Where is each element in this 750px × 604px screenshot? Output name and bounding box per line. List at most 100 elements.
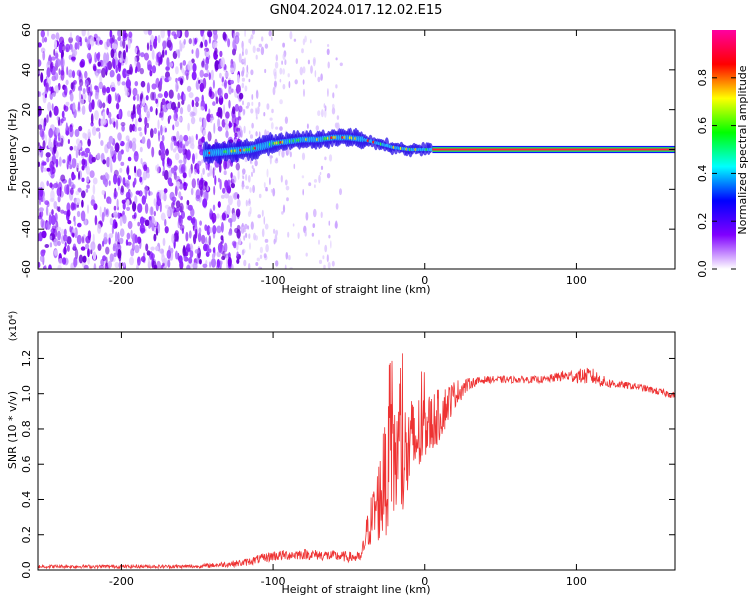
noise-speck [220, 235, 224, 241]
noise-speck [105, 246, 110, 255]
noise-speck [109, 30, 113, 38]
sparse-speck [261, 36, 264, 42]
noise-speck [221, 77, 224, 83]
noise-speck [109, 253, 114, 263]
sparse-speck [327, 88, 329, 97]
noise-speck [144, 203, 149, 214]
colorbar-tick-label: 0.8 [696, 69, 709, 87]
noise-speck [87, 257, 90, 265]
noise-speck [154, 35, 158, 43]
noise-speck [217, 177, 221, 183]
noise-speck [85, 166, 89, 171]
noise-speck [171, 101, 176, 111]
noise-speck [103, 232, 108, 240]
spectrogram-y-label: Frequency (Hz) [6, 109, 19, 192]
sparse-speck [242, 168, 246, 175]
noise-speck [183, 181, 186, 187]
noise-speck [53, 144, 57, 154]
sparse-speck [258, 43, 262, 48]
noise-speck [158, 189, 165, 200]
noise-speck [236, 241, 239, 251]
sparse-speck [243, 235, 246, 241]
sparse-speck [302, 66, 306, 74]
noise-speck [76, 234, 82, 245]
noise-speck [106, 86, 111, 94]
noise-speck [183, 38, 186, 45]
noise-speck [87, 30, 90, 37]
noise-speck [64, 242, 67, 247]
noise-speck [174, 120, 180, 128]
noise-speck [125, 191, 131, 200]
noise-speck [45, 205, 49, 216]
noise-speck [82, 88, 86, 94]
noise-speck [195, 152, 198, 160]
sparse-speck [246, 71, 249, 75]
noise-speck [158, 131, 161, 142]
noise-speck [226, 255, 229, 267]
noise-speck [58, 68, 61, 76]
sparse-speck [259, 254, 263, 259]
noise-speck [71, 203, 77, 210]
sparse-speck [241, 222, 244, 228]
noise-speck [120, 161, 125, 166]
noise-speck [42, 161, 47, 166]
sparse-speck [339, 62, 343, 67]
y-tick-label: 40 [20, 63, 33, 77]
noise-speck [46, 114, 49, 123]
noise-speck [134, 81, 139, 87]
noise-speck [69, 164, 73, 170]
noise-speck [163, 90, 169, 99]
noise-speck [72, 243, 77, 251]
noise-speck [54, 39, 57, 49]
noise-speck [139, 131, 143, 137]
noise-speck [166, 103, 172, 110]
noise-speck [44, 93, 48, 99]
noise-speck [90, 36, 95, 47]
noise-speck [74, 129, 80, 137]
noise-speck [167, 76, 172, 81]
noise-speck [95, 72, 99, 78]
noise-speck [151, 146, 155, 158]
noise-speck [63, 228, 67, 237]
sparse-speck [339, 188, 342, 196]
noise-speck [186, 247, 191, 253]
noise-speck [44, 36, 48, 43]
noise-speck [49, 147, 53, 152]
noise-speck [81, 199, 84, 208]
sparse-speck [245, 74, 249, 78]
x-tick-label: 0 [421, 274, 428, 287]
noise-speck [48, 128, 54, 138]
noise-speck [61, 110, 65, 118]
noise-speck [55, 52, 59, 59]
noise-speck [57, 264, 62, 269]
noise-speck [205, 244, 210, 252]
noise-speck [74, 248, 79, 260]
noise-speck [57, 230, 61, 241]
noise-speck [228, 120, 232, 129]
noise-speck [146, 138, 151, 150]
noise-speck [156, 260, 161, 269]
sparse-speck [280, 175, 283, 183]
sparse-speck [284, 59, 287, 66]
noise-speck [56, 187, 61, 197]
noise-speck [108, 236, 111, 245]
noise-speck [185, 231, 189, 242]
noise-speck [212, 101, 216, 106]
noise-speck [189, 111, 195, 118]
snr-line [38, 353, 675, 570]
sparse-speck [247, 225, 250, 230]
noise-speck [127, 40, 131, 49]
noise-speck [236, 251, 239, 257]
noise-speck [78, 171, 80, 181]
noise-speck [173, 112, 178, 122]
noise-speck [146, 82, 150, 94]
noise-speck [162, 157, 165, 167]
noise-speck [60, 69, 65, 81]
sparse-speck [275, 157, 278, 161]
noise-speck [97, 69, 102, 74]
sparse-speck [242, 66, 245, 74]
noise-speck [177, 92, 181, 101]
noise-speck [153, 233, 157, 242]
sparse-speck [335, 84, 338, 89]
noise-speck [153, 198, 156, 207]
